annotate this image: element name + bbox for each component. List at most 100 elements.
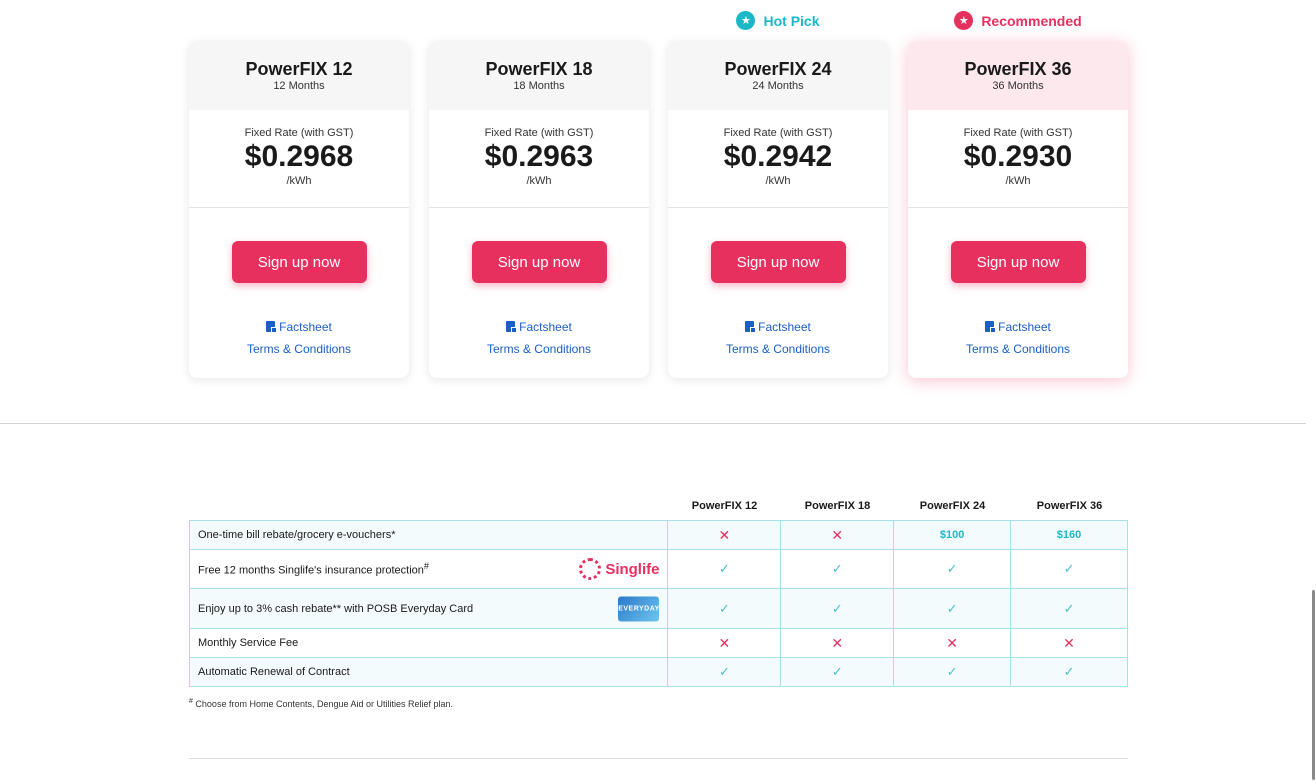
table-row: Enjoy up to 3% cash rebate** with POSB E… <box>188 588 1128 629</box>
comparison-table: PowerFIX 12 PowerFIX 18 PowerFIX 24 Powe… <box>188 497 1128 687</box>
rebate-amount: $160 <box>1056 529 1082 541</box>
page-scrollbar[interactable] <box>1312 590 1315 780</box>
factsheet-link[interactable]: Factsheet <box>189 316 409 338</box>
plan-rate-section: Fixed Rate (with GST) $0.2942 /kWh <box>668 110 888 208</box>
plan-card-header: PowerFIX 18 18 Months <box>429 41 649 110</box>
table-row: One-time bill rebate/grocery e-vouchers*… <box>188 520 1128 550</box>
factsheet-link[interactable]: Factsheet <box>668 316 888 338</box>
plan-term: 24 Months <box>752 80 804 92</box>
rate-value: $0.2963 <box>484 140 594 173</box>
sign-up-button[interactable]: Sign up now <box>950 241 1086 283</box>
value-cell: $160 <box>1010 520 1128 550</box>
value-cell: ✓ <box>780 549 895 589</box>
factsheet-link[interactable]: Factsheet <box>908 316 1128 338</box>
feature-cell: Enjoy up to 3% cash rebate** with POSB E… <box>188 588 669 629</box>
plan-term: 12 Months <box>273 80 325 92</box>
factsheet-label: Factsheet <box>519 320 572 334</box>
badge-label: Recommended <box>981 12 1082 29</box>
plan-links: Factsheet Terms & Conditions <box>668 316 888 360</box>
plan-actions: Sign up now Factsheet Terms & Conditions <box>189 208 409 360</box>
check-icon: ✓ <box>1063 664 1075 679</box>
sign-up-button[interactable]: Sign up now <box>710 241 846 283</box>
cross-icon: ✕ <box>718 526 731 543</box>
value-cell: ✕ <box>667 628 782 658</box>
terms-link[interactable]: Terms & Conditions <box>246 342 352 356</box>
feature-cell: One-time bill rebate/grocery e-vouchers* <box>188 520 669 550</box>
rate-unit: /kWh <box>526 175 552 187</box>
feature-cell: Monthly Service Fee <box>188 628 669 658</box>
terms-link[interactable]: Terms & Conditions <box>725 342 831 356</box>
feature-label: Enjoy up to 3% cash rebate** with POSB E… <box>198 602 474 615</box>
singlife-logo: Singlife <box>579 558 659 580</box>
plan-powerfix-36: ★ Recommended PowerFIX 36 36 Months Fixe… <box>908 0 1128 378</box>
plan-actions: Sign up now Factsheet Terms & Conditions <box>429 208 649 360</box>
rate-value: $0.2942 <box>723 140 833 173</box>
check-icon: ✓ <box>1063 561 1075 576</box>
sun-icon <box>579 558 602 580</box>
plan-powerfix-24: ★ Hot Pick PowerFIX 24 24 Months Fixed R… <box>668 0 888 378</box>
check-icon: ✓ <box>946 561 958 576</box>
plan-term: 18 Months <box>513 80 565 92</box>
plan-actions: Sign up now Factsheet Terms & Conditions <box>908 208 1128 360</box>
document-icon <box>506 321 518 333</box>
star-icon: ★ <box>736 11 756 30</box>
feature-label: One-time bill rebate/grocery e-vouchers* <box>198 529 396 541</box>
plan-name: PowerFIX 24 <box>724 59 832 79</box>
plan-powerfix-12: PowerFIX 12 12 Months Fixed Rate (with G… <box>189 0 409 378</box>
plan-links: Factsheet Terms & Conditions <box>189 316 409 360</box>
rate-unit: /kWh <box>1005 175 1031 187</box>
column-header: PowerFIX 12 <box>691 500 758 512</box>
plan-name: PowerFIX 18 <box>485 59 593 79</box>
plan-term: 36 Months <box>992 80 1044 92</box>
plan-card: PowerFIX 24 24 Months Fixed Rate (with G… <box>668 41 888 378</box>
table-column-headers: PowerFIX 12 PowerFIX 18 PowerFIX 24 Powe… <box>189 497 1128 520</box>
value-cell: ✓ <box>667 657 782 687</box>
value-cell: ✕ <box>1010 628 1128 658</box>
comparison-grid: One-time bill rebate/grocery e-vouchers*… <box>188 520 1128 687</box>
column-header: PowerFIX 18 <box>804 500 871 512</box>
feature-superscript: # <box>423 561 429 572</box>
badge-label: Hot Pick <box>763 12 820 29</box>
plan-links: Factsheet Terms & Conditions <box>429 316 649 360</box>
check-icon: ✓ <box>1063 600 1075 616</box>
singlife-logo-text: Singlife <box>605 560 660 578</box>
hot-pick-badge: ★ Hot Pick <box>668 0 888 41</box>
sign-up-button[interactable]: Sign up now <box>471 241 607 283</box>
value-cell: ✓ <box>780 588 895 629</box>
value-cell: ✓ <box>1010 549 1128 589</box>
column-header: PowerFIX 24 <box>919 500 986 512</box>
column-header: PowerFIX 36 <box>1036 500 1103 512</box>
plan-card-header: PowerFIX 12 12 Months <box>189 41 409 110</box>
rate-label: Fixed Rate (with GST) <box>723 127 833 139</box>
check-icon: ✓ <box>718 600 730 616</box>
table-row: Automatic Renewal of Contract ✓ ✓ ✓ ✓ <box>188 657 1128 687</box>
terms-link[interactable]: Terms & Conditions <box>486 342 592 356</box>
factsheet-link[interactable]: Factsheet <box>429 316 649 338</box>
terms-link[interactable]: Terms & Conditions <box>965 342 1071 356</box>
feature-label: Free 12 months Singlife's insurance prot… <box>198 564 424 577</box>
value-cell: ✓ <box>893 549 1012 589</box>
plan-cards: PowerFIX 12 12 Months Fixed Rate (with G… <box>189 0 1128 380</box>
footnote-text: Choose from Home Contents, Dengue Aid or… <box>195 699 454 709</box>
plan-badge-empty <box>189 0 409 41</box>
plan-card-header: PowerFIX 36 36 Months <box>908 41 1128 110</box>
check-icon: ✓ <box>718 664 730 679</box>
sign-up-button[interactable]: Sign up now <box>231 241 367 283</box>
star-icon: ★ <box>954 11 974 30</box>
factsheet-label: Factsheet <box>998 320 1051 334</box>
value-cell: ✓ <box>1010 588 1128 629</box>
value-cell: ✓ <box>780 657 895 687</box>
rate-label: Fixed Rate (with GST) <box>244 127 354 139</box>
document-icon <box>985 321 997 333</box>
plan-name: PowerFIX 36 <box>964 59 1072 79</box>
plan-card: PowerFIX 36 36 Months Fixed Rate (with G… <box>908 41 1128 378</box>
footnote-mark: # <box>189 698 193 705</box>
plan-rate-section: Fixed Rate (with GST) $0.2963 /kWh <box>429 110 649 208</box>
document-icon <box>745 321 757 333</box>
check-icon: ✓ <box>946 600 958 616</box>
value-cell: ✓ <box>1010 657 1128 687</box>
posb-everyday-card-image: EVERYDAY <box>618 596 660 621</box>
plan-rate-section: Fixed Rate (with GST) $0.2968 /kWh <box>189 110 409 208</box>
table-row: Free 12 months Singlife's insurance prot… <box>188 549 1128 589</box>
cross-icon: ✕ <box>1063 634 1075 651</box>
